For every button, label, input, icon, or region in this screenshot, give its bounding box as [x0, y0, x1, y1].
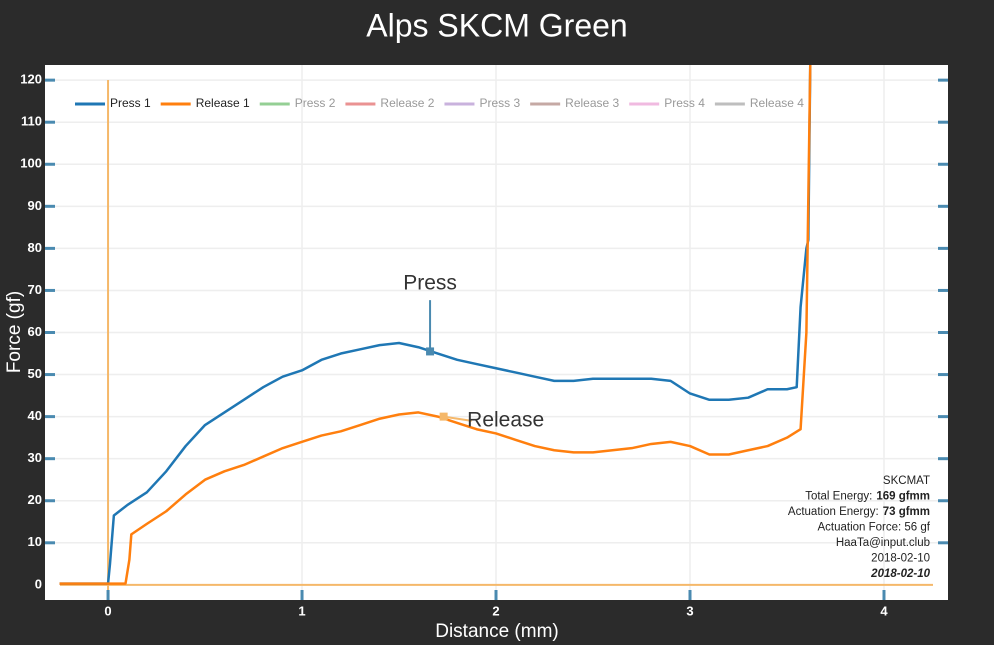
lines [59, 65, 812, 585]
annotation-head [439, 412, 448, 421]
info-text: 73 gfmm [883, 506, 930, 518]
y-tick-label: 20 [28, 492, 42, 507]
info-text: 169 gfmm [876, 491, 930, 503]
y-tick-label: 100 [20, 156, 42, 171]
y-tick-label: 60 [28, 324, 42, 339]
annotation-text: Release [467, 408, 544, 431]
grid [45, 65, 948, 600]
series-line [59, 65, 812, 585]
info-text: Actuation Energy: [788, 506, 879, 518]
info-line: 2018-02-10 [871, 553, 930, 565]
y-tick-label: 110 [21, 114, 42, 129]
overlay: 0 10 20 30 40 50 60 70 80 90 100 110 120 0 1 2 3 4 Press 1… [20, 72, 948, 618]
annotation-head [426, 347, 435, 356]
legend-label: Press 2 [295, 96, 336, 110]
info-line: 2018-02-10 [870, 568, 930, 580]
legend-label: Release 2 [380, 96, 434, 110]
x-tick-label: 3 [686, 603, 693, 618]
y-tick-label: 50 [28, 366, 42, 381]
info-text: 2018-02-10 [871, 553, 930, 565]
y-tick-label: 30 [28, 450, 42, 465]
info-text: 2018-02-10 [870, 568, 930, 580]
info-line: Total Energy: 169 gfmm [805, 491, 930, 503]
y-tick-label: 0 [35, 576, 42, 591]
y-tick-label: 120 [20, 72, 42, 87]
y-tick-label: 10 [28, 534, 42, 549]
legend-label: Release 1 [196, 96, 250, 110]
info-text: Total Energy: [805, 491, 872, 503]
chart-title: Alps SKCM Green [366, 7, 627, 43]
x-tick-label: 0 [104, 603, 111, 618]
x-tick-label: 2 [492, 603, 499, 618]
annotation-text: Press [403, 272, 457, 295]
series-line [59, 65, 812, 585]
info-line: SKCMAT [883, 475, 930, 487]
y-tick-label: 40 [28, 408, 42, 423]
legend-label: Press 1 [110, 96, 151, 110]
info-text: Actuation Force: 56 gf [817, 522, 930, 534]
y-tick-label: 90 [28, 198, 42, 213]
x-tick-label: 1 [298, 603, 305, 618]
info-line: HaaTa@input.club [836, 537, 930, 549]
y-axis-title: Force (gf) [4, 291, 25, 373]
annotation-arrow [443, 415, 472, 422]
legend-label: Press 3 [479, 96, 520, 110]
x-axis-title: Distance (mm) [435, 621, 559, 642]
y-tick-label: 80 [28, 240, 42, 255]
y-tick-label: 70 [28, 282, 42, 297]
legend-label: Release 3 [565, 96, 619, 110]
info-line: Actuation Force: 56 gf [817, 522, 930, 534]
legend-label: Press 4 [664, 96, 705, 110]
info-line: Actuation Energy: 73 gfmm [788, 506, 930, 518]
info-text: SKCMAT [883, 475, 930, 487]
x-tick-label: 4 [880, 603, 888, 618]
legend-label: Release 4 [750, 96, 804, 110]
info-text: HaaTa@input.club [836, 537, 930, 549]
